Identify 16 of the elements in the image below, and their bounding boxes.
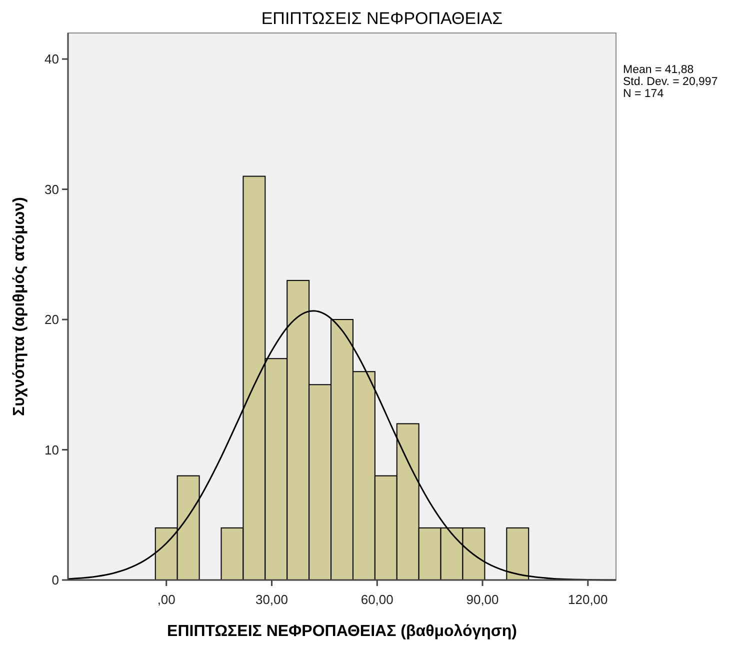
y-tick-label: 0	[52, 572, 59, 588]
x-tick-label: 120,00	[568, 592, 608, 607]
y-tick-label: 40	[44, 52, 59, 67]
text: Mean = 41,88	[623, 64, 694, 76]
chart-title: ΕΠΙΠΤΩΣΕΙΣ ΝΕΦΡΟΠΑΘΕΙΑΣ	[261, 9, 503, 28]
text: N = 174	[623, 88, 664, 100]
x-tick-label: ,00	[157, 592, 176, 607]
x-tick-label: 60,00	[360, 592, 394, 607]
y-tick-label: 10	[44, 442, 59, 458]
text: Std. Dev. = 20,997	[623, 76, 718, 88]
y-tick-label: 30	[44, 182, 59, 197]
y-axis-title: Συχνότητα (αριθμός ατόμων)	[11, 196, 28, 416]
x-tick-label: 90,00	[466, 592, 499, 607]
y-tick-label: 20	[44, 312, 59, 328]
x-axis-title: ΕΠΙΠΤΩΣΕΙΣ ΝΕΦΡΟΠΑΘΕΙΑΣ (βαθμολόγηση)	[167, 623, 517, 640]
x-tick-label: 30,00	[255, 592, 288, 607]
